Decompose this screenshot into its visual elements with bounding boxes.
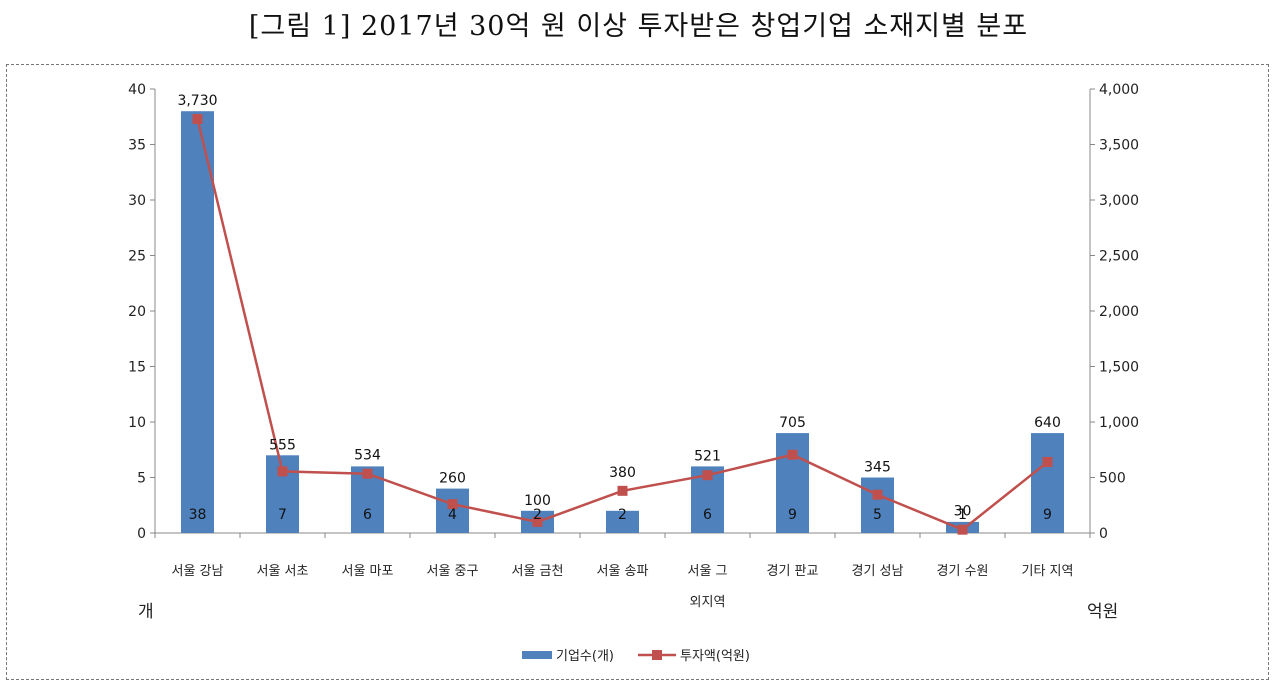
category-labels: 서울 강남 서울 서초 서울 마포 서울 중구 서울 금천 서울 송파 서울 그 외지역 경기 … [172, 564, 1074, 610]
bar [861, 477, 894, 533]
bar [1031, 433, 1064, 533]
line-point [192, 113, 203, 124]
bar-value-label: 38 [189, 507, 207, 523]
category-label: 기타 지역 [1022, 564, 1074, 579]
category-label: 서울 그 외지역 [687, 564, 727, 610]
category-label: 서울 서초 [257, 564, 309, 579]
legend-line-marker [652, 650, 662, 660]
line-point [957, 524, 968, 535]
bar-value-label: 9 [788, 507, 797, 523]
line-value-label: 260 [439, 471, 466, 487]
line-value-label: 705 [779, 415, 806, 431]
category-label: 경기 성남 [852, 564, 904, 579]
bar-value-label: 7 [278, 507, 287, 523]
chart-frame [6, 64, 1269, 680]
left-tick-label: 35 [128, 138, 146, 154]
line-point [362, 468, 373, 479]
left-tick-label: 40 [128, 82, 146, 98]
bar-value-label: 2 [533, 507, 542, 523]
legend: 기업수(개) 투자액(억원) [522, 649, 750, 664]
right-tick-label: 1,500 [1099, 360, 1139, 376]
bar-value-label: 2 [618, 507, 627, 523]
line-point [1042, 456, 1053, 467]
line-value-label: 380 [609, 465, 636, 481]
line-value-label: 345 [864, 460, 891, 476]
line-point [617, 485, 628, 496]
bar-value-label: 9 [1043, 507, 1052, 523]
line-point [702, 470, 713, 481]
line-value-label: 534 [354, 448, 381, 464]
chart-title: [그림 1] 2017년 30억 원 이상 투자받은 창업기업 소재지별 분포 [248, 11, 1029, 42]
left-tick-label: 0 [137, 526, 146, 542]
left-tick-label: 30 [128, 193, 146, 209]
bar-value-label: 6 [363, 507, 372, 523]
axes: 051015202530354005001,0001,5002,0002,500… [128, 82, 1139, 542]
bar-value-label: 4 [448, 507, 457, 523]
bar-series [181, 111, 1064, 533]
bar-value-label: 6 [703, 507, 712, 523]
right-unit-label: 억원 [1087, 602, 1118, 622]
bar [606, 510, 639, 533]
category-label: 서울 강남 [172, 564, 224, 579]
line-value-label: 100 [524, 493, 551, 509]
left-tick-label: 15 [128, 360, 146, 376]
right-tick-label: 500 [1099, 471, 1126, 487]
left-tick-label: 20 [128, 304, 146, 320]
right-tick-label: 2,500 [1099, 249, 1139, 265]
line-value-label: 3,730 [177, 93, 217, 109]
line-point [872, 489, 883, 500]
line-point [787, 449, 798, 460]
right-tick-label: 4,000 [1099, 82, 1139, 98]
legend-line-label: 투자액(억원) [680, 649, 750, 664]
right-tick-label: 0 [1099, 526, 1108, 542]
line-value-label: 30 [954, 504, 972, 520]
line-series [192, 113, 1053, 535]
category-label: 서울 중구 [427, 564, 479, 579]
bar-value-label: 1 [958, 507, 967, 523]
left-unit-label: 개 [138, 602, 154, 622]
data-labels: 38 7 6 4 2 2 6 9 5 1 9 3,730 555 534 260 100 380 521 705 34… [177, 93, 1060, 523]
category-label: 서울 금천 [512, 564, 564, 579]
category-label: 경기 수원 [937, 564, 989, 579]
line-point [277, 466, 288, 477]
line-point [532, 516, 543, 527]
line-point [447, 499, 458, 510]
legend-bar-swatch [522, 651, 552, 659]
legend-bar-label: 기업수(개) [556, 649, 614, 664]
left-tick-label: 10 [128, 415, 146, 431]
right-tick-label: 3,000 [1099, 193, 1139, 209]
bar [436, 488, 469, 533]
bar-value-label: 5 [873, 507, 882, 523]
line-value-label: 555 [269, 437, 296, 453]
line-value-label: 521 [694, 448, 721, 464]
left-tick-label: 5 [137, 471, 146, 487]
left-tick-label: 25 [128, 249, 146, 265]
bar [181, 111, 214, 533]
category-label: 서울 마포 [342, 564, 394, 579]
line-value-label: 640 [1034, 415, 1061, 431]
right-tick-label: 3,500 [1099, 138, 1139, 154]
category-label: 서울 송파 [597, 564, 649, 579]
right-tick-label: 1,000 [1099, 415, 1139, 431]
category-label: 경기 판교 [767, 564, 819, 579]
right-tick-label: 2,000 [1099, 304, 1139, 320]
